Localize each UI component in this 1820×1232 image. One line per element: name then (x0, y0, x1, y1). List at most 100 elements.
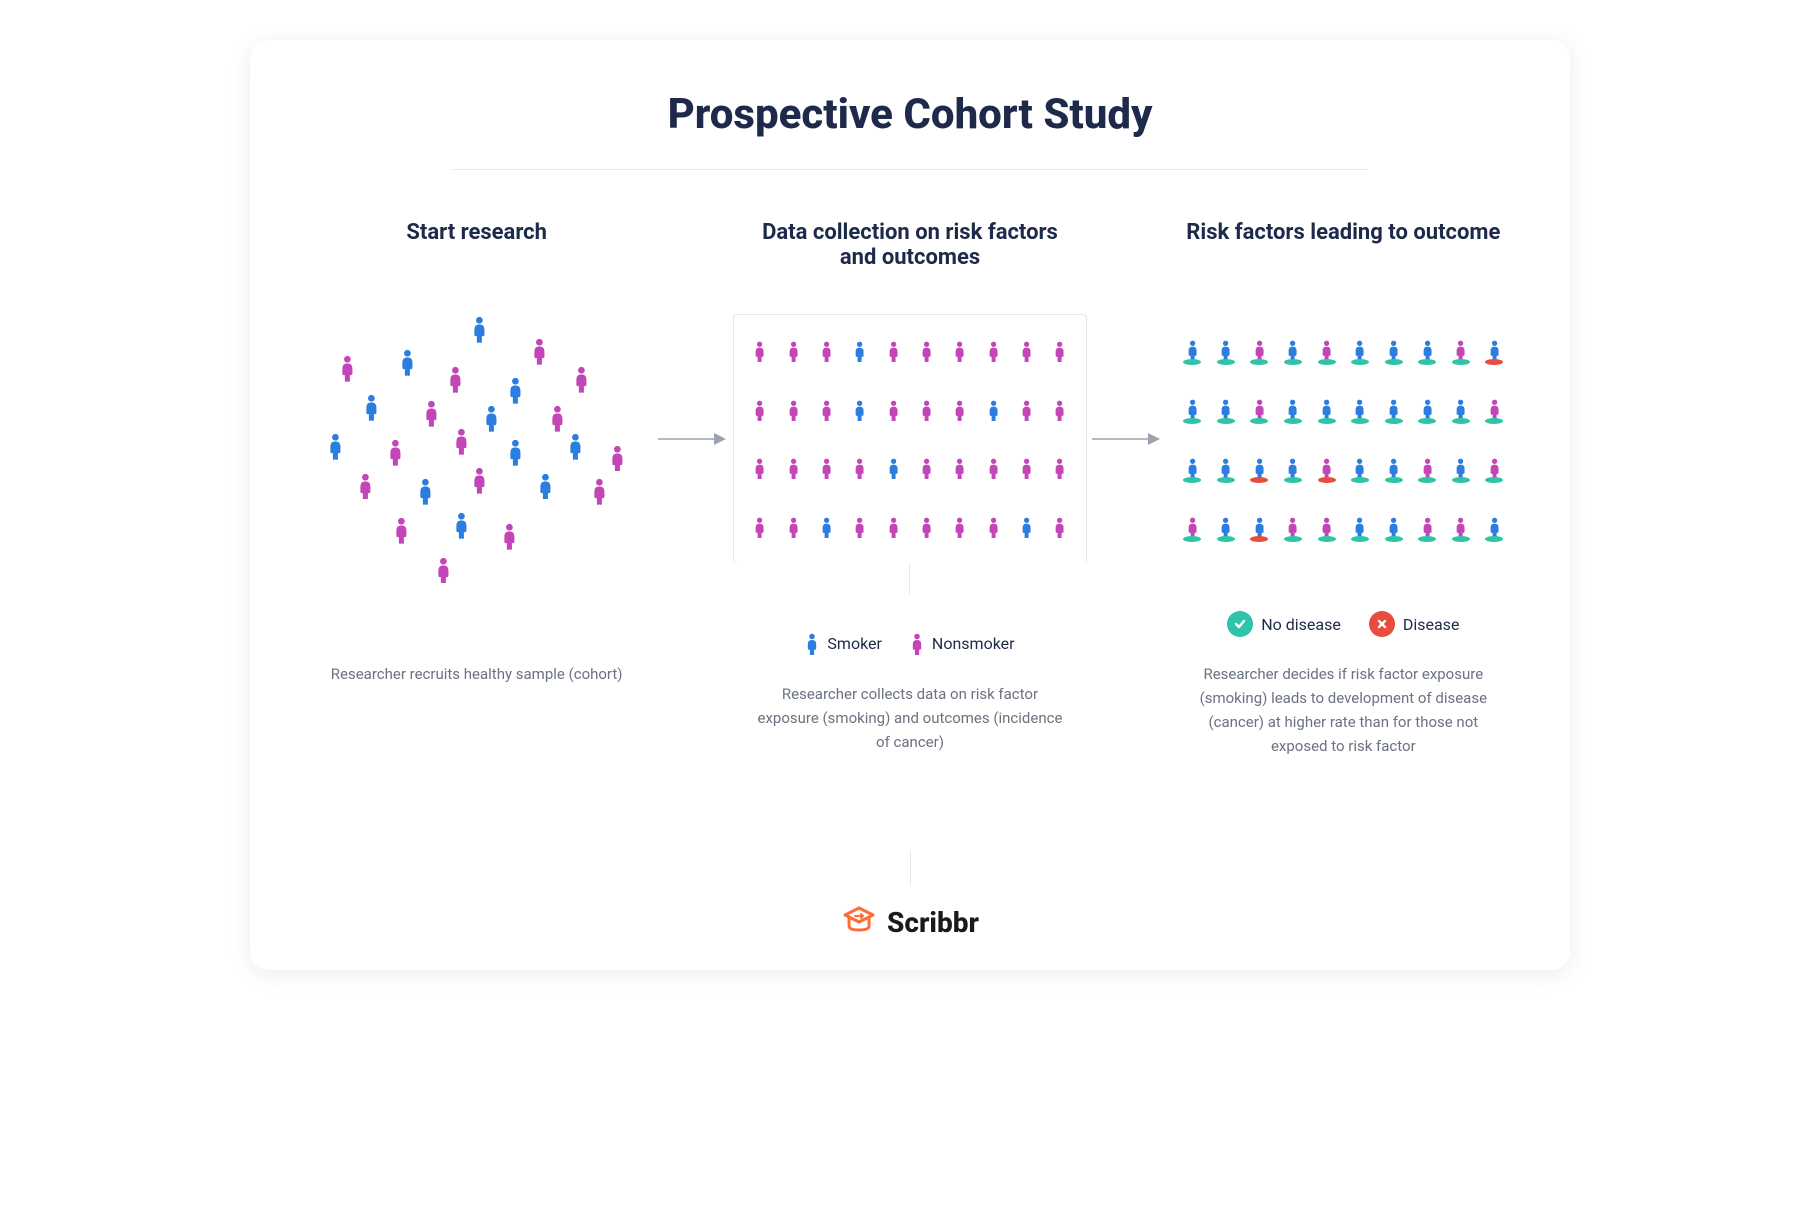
person-icon (1353, 458, 1366, 479)
person-icon (1286, 399, 1299, 420)
cohort-grid-outcome (1167, 314, 1520, 564)
person-icon (1053, 341, 1066, 362)
person-icon (787, 517, 800, 538)
person-icon (357, 473, 374, 500)
person-icon (531, 338, 548, 365)
person-icon (1454, 458, 1467, 479)
person-icon (987, 517, 1000, 538)
person-icon (853, 400, 866, 421)
person-icon (1253, 340, 1266, 361)
person-icon (1286, 458, 1299, 479)
legend-label: Smoker (827, 634, 882, 653)
person-icon (453, 512, 470, 539)
person-icon (1320, 458, 1333, 479)
person-icon (435, 557, 452, 584)
person-icon (953, 517, 966, 538)
person-icon (953, 400, 966, 421)
legend: Smoker Nonsmoker (733, 624, 1086, 664)
legend-label: Nonsmoker (932, 634, 1015, 653)
person-icon (820, 341, 833, 362)
person-icon (1186, 340, 1199, 361)
person-icon (417, 478, 434, 505)
spacer (300, 604, 653, 644)
legend-label: Disease (1403, 615, 1460, 634)
infographic-card: Prospective Cohort Study Start research (250, 40, 1570, 970)
stage-outcome-panel (1167, 314, 1520, 564)
person-icon (1387, 517, 1400, 538)
person-icon (537, 473, 554, 500)
person-icon (805, 633, 819, 655)
legend-item: Disease (1369, 611, 1460, 637)
person-icon (820, 458, 833, 479)
person-icon (953, 458, 966, 479)
stage-collect-sub: Smoker Nonsmoker Researcher collects dat… (733, 624, 1086, 754)
person-icon (1454, 517, 1467, 538)
bracket-connector (909, 564, 910, 594)
person-icon (471, 467, 488, 494)
person-icon (447, 366, 464, 393)
person-icon (1186, 517, 1199, 538)
person-icon (1020, 458, 1033, 479)
person-icon (573, 366, 590, 393)
person-icon (1353, 399, 1366, 420)
person-icon (387, 439, 404, 466)
stage-caption: Researcher recruits healthy sample (coho… (317, 662, 637, 686)
person-icon (1488, 458, 1501, 479)
person-icon (327, 433, 344, 460)
person-icon (339, 355, 356, 382)
person-icon (787, 400, 800, 421)
person-icon (399, 349, 416, 376)
person-icon (1219, 399, 1232, 420)
legend-item: No disease (1227, 611, 1341, 637)
stage-title: Risk factors leading to outcome (1167, 220, 1520, 284)
person-icon (920, 341, 933, 362)
legend-item: Smoker (805, 633, 882, 655)
arrow-icon (1087, 314, 1167, 564)
person-icon (1454, 399, 1467, 420)
divider (453, 169, 1368, 170)
stage-caption: Researcher decides if risk factor exposu… (1183, 662, 1503, 758)
person-icon (471, 316, 488, 343)
stage-title: Start research (300, 220, 653, 284)
person-icon (1488, 517, 1501, 538)
check-badge-icon (1227, 611, 1253, 637)
person-icon (1053, 400, 1066, 421)
person-icon (1219, 517, 1232, 538)
person-icon (453, 428, 470, 455)
stage-start: Start research (300, 220, 653, 686)
person-icon (753, 517, 766, 538)
stage-title: Data collection on risk factors and outc… (733, 220, 1086, 284)
cohort-grid (734, 315, 1085, 564)
person-icon (1320, 340, 1333, 361)
person-icon (1286, 340, 1299, 361)
legend-label: No disease (1261, 615, 1341, 634)
person-icon (363, 394, 380, 421)
person-icon (1219, 340, 1232, 361)
stage-collect: Data collection on risk factors and outc… (733, 220, 1086, 754)
person-icon (423, 400, 440, 427)
person-icon (1053, 458, 1066, 479)
person-icon (920, 400, 933, 421)
person-icon (1320, 399, 1333, 420)
person-icon (887, 517, 900, 538)
person-icon (1421, 399, 1434, 420)
brand-name: Scribbr (887, 906, 979, 939)
person-icon (591, 478, 608, 505)
person-icon (887, 341, 900, 362)
person-icon (1387, 340, 1400, 361)
stage-collect-panel (733, 314, 1086, 564)
person-icon (753, 400, 766, 421)
person-icon (987, 341, 1000, 362)
person-icon (1353, 340, 1366, 361)
person-icon (753, 458, 766, 479)
person-icon (853, 517, 866, 538)
person-icon (507, 439, 524, 466)
person-icon (1286, 517, 1299, 538)
person-icon (501, 523, 518, 550)
person-icon (853, 458, 866, 479)
stage-outcome: Risk factors leading to outcome (1167, 220, 1520, 758)
person-icon (787, 458, 800, 479)
person-icon (507, 377, 524, 404)
person-icon (1353, 517, 1366, 538)
person-icon (987, 400, 1000, 421)
